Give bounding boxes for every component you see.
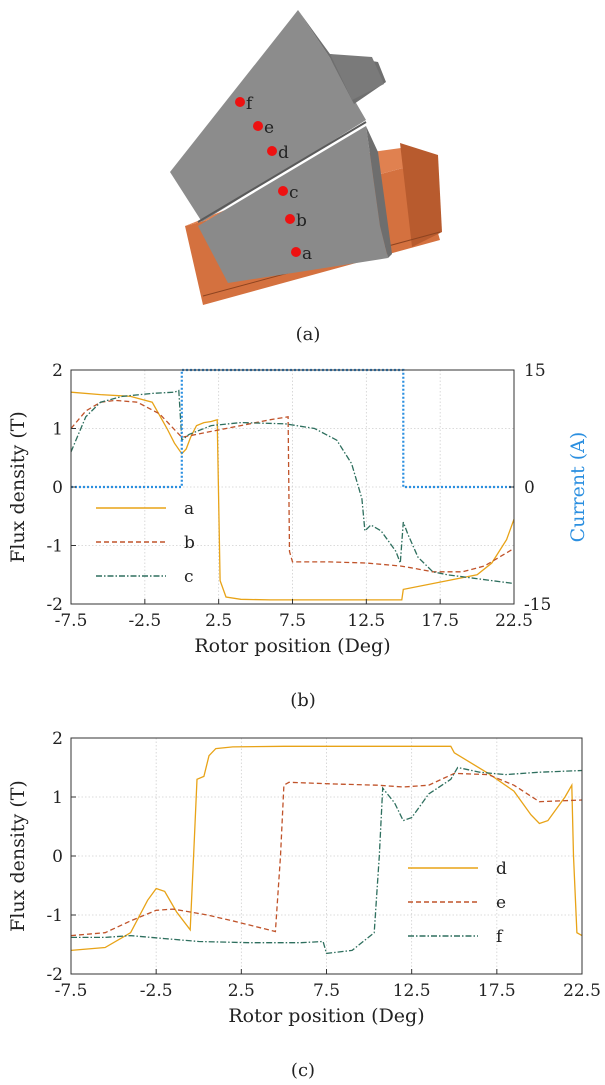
legend-label-c: c — [184, 567, 194, 587]
y-tick-label: -2 — [46, 965, 63, 985]
tooth-gap — [197, 121, 367, 223]
x-tick-label: -7.5 — [55, 611, 88, 631]
point-c-label: c — [289, 183, 299, 203]
y2-tick-label: 15 — [524, 361, 546, 381]
y-tick-label: 0 — [52, 847, 63, 867]
x-tick-label: 22.5 — [495, 611, 533, 631]
legend-label-f: f — [496, 927, 504, 947]
y2-tick-label: 0 — [524, 478, 535, 498]
x-tick-label: 17.5 — [421, 611, 459, 631]
point-a-label: a — [302, 244, 312, 264]
chart-c: -7.5 -2.5 2.5 7.5 12.5 17.5 22.5 -2 -1 0 1 2 Rotor p… — [7, 729, 601, 1027]
x-tick-label: 22.5 — [563, 981, 601, 1001]
panel-a-caption: (a) — [296, 324, 321, 345]
point-d-marker — [267, 146, 277, 156]
legend-label-d: d — [496, 859, 507, 879]
upper-tooth-face — [170, 10, 366, 222]
point-e-label: e — [264, 118, 274, 138]
series-line-d — [70, 745, 583, 952]
y-tick-label: 2 — [52, 361, 63, 381]
legend-label-a: a — [184, 499, 194, 519]
y-tick-label: -2 — [46, 595, 63, 615]
measurement-points: f e d c b a — [235, 94, 312, 264]
x-tick-label: 17.5 — [478, 981, 516, 1001]
x-tick-label: 7.5 — [313, 981, 340, 1001]
lower-tooth-side — [366, 126, 392, 258]
x-tick-label: 2.5 — [205, 611, 232, 631]
point-d-label: d — [278, 143, 289, 163]
lower-tooth-face — [198, 126, 388, 283]
series-line-e — [70, 772, 583, 937]
y-tick-label: 0 — [52, 478, 63, 498]
y-axis-label: Flux density (T) — [7, 780, 29, 932]
x-tick-label: 7.5 — [279, 611, 306, 631]
x-axis-label: Rotor position (Deg) — [194, 635, 390, 657]
x-tick-label: -2.5 — [140, 981, 173, 1001]
series-line-c — [70, 389, 515, 585]
x-tick-label: -2.5 — [128, 611, 161, 631]
point-a-marker — [291, 247, 301, 257]
y-tick-label: -1 — [46, 537, 63, 557]
x-axis-label: Rotor position (Deg) — [228, 1005, 424, 1027]
panel-c-caption: (c) — [291, 1060, 315, 1081]
point-f-label: f — [246, 94, 254, 114]
legend-label-e: e — [496, 893, 506, 913]
series-line-f — [71, 766, 583, 955]
x-tick-label: 12.5 — [347, 611, 385, 631]
point-b-marker — [285, 214, 295, 224]
magnet-block-side — [400, 143, 442, 247]
point-f-marker — [235, 97, 245, 107]
series-line-a — [70, 391, 515, 601]
y2-axis-label: Current (A) — [567, 432, 589, 543]
legend-label-b: b — [184, 533, 195, 553]
y-axis-label: Flux density (T) — [7, 411, 29, 563]
x-tick-label: 12.5 — [393, 981, 431, 1001]
y2-tick-label: -15 — [524, 595, 551, 615]
x-tick-label: 2.5 — [228, 981, 255, 1001]
chart-b: -7.5 -2.5 2.5 7.5 12.5 17.5 22.5 -2 -1 0 1 2 -15 0 15 C… — [7, 361, 589, 657]
point-b-label: b — [296, 211, 307, 231]
panel-b-caption: (b) — [290, 690, 316, 711]
series-line-b — [70, 399, 515, 573]
panel-a-illustration: f e d c b a — [170, 10, 442, 305]
upper-tooth-arm — [330, 54, 384, 100]
point-e-marker — [253, 121, 263, 131]
y-tick-label: 1 — [52, 788, 63, 808]
series-line-current — [71, 368, 514, 489]
y-tick-label: -1 — [46, 906, 63, 926]
point-c-marker — [278, 186, 288, 196]
y-tick-label: 2 — [52, 729, 63, 749]
y-tick-label: 1 — [52, 420, 63, 440]
x-tick-label: -7.5 — [55, 981, 88, 1001]
